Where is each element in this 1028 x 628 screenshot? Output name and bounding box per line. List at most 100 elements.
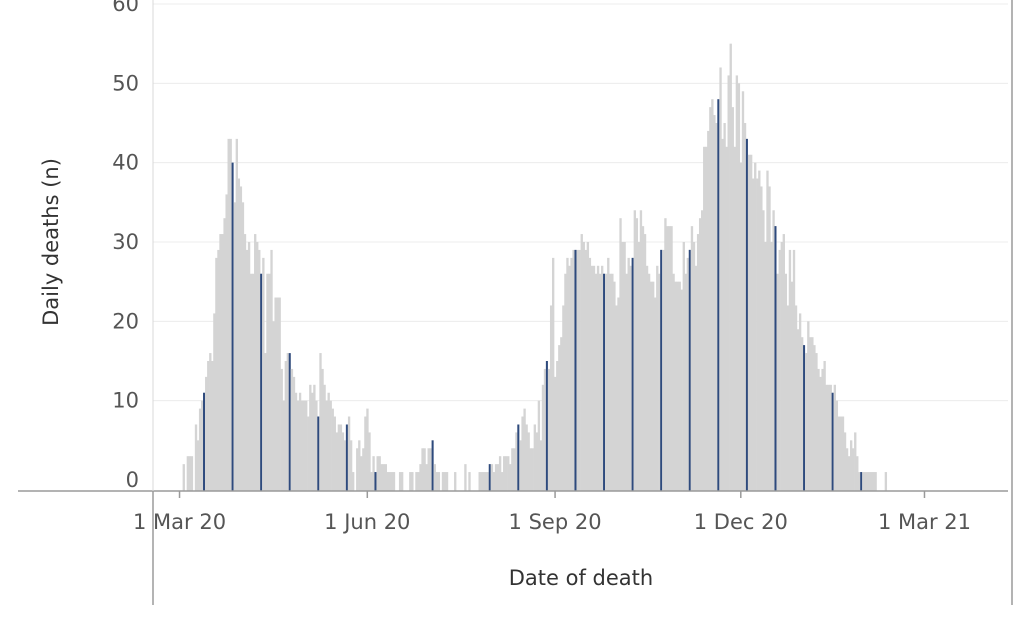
x-ticks: 1 Mar 20 1 Jun 20 1 Sep 20 1 Dec 20 1 Mar 21 [133,491,971,534]
gridlines [153,3,1008,402]
bar [676,281,679,491]
bar [658,273,661,491]
bar [866,472,869,491]
bar [378,456,381,491]
bar [282,400,285,491]
bar [303,400,306,491]
bar [329,400,332,491]
bar [652,281,655,491]
bar [627,257,630,491]
bar [292,376,296,491]
bar [400,472,404,491]
y-tick-label: 20 [112,309,139,333]
bar [323,384,326,491]
x-tick-label: 1 Mar 20 [133,510,226,534]
bar [382,464,385,491]
bar [537,400,541,491]
bar [619,218,622,491]
bar [511,448,514,491]
bar [235,138,238,491]
bar [772,210,775,491]
bar [505,456,508,491]
bar [343,440,347,491]
bar [251,273,255,491]
bar [582,242,585,491]
bar [835,400,839,491]
bar [656,265,659,491]
bar [225,194,228,491]
bar [237,178,241,492]
bar [368,432,371,491]
bar [705,146,708,492]
bar [247,242,251,491]
bar [874,472,877,491]
bar [325,400,328,491]
bar [721,138,724,491]
bar [580,234,583,492]
bar [258,249,261,491]
bar [205,376,208,491]
bar [229,138,232,491]
bar [415,472,418,491]
bar [592,265,596,491]
bar [560,337,563,491]
bar [188,456,192,491]
y-tick-label: 60 [112,0,139,16]
bar [805,353,808,491]
bar [829,384,832,491]
bar [411,472,414,491]
y-tick-label: 40 [112,151,139,175]
bar [311,392,314,491]
bar [388,472,392,491]
bar [849,440,853,491]
bar [762,210,765,491]
bar [298,392,302,491]
bar [694,265,698,491]
bar [239,186,243,491]
bar [507,456,510,491]
bar [709,107,712,491]
bar [245,249,249,491]
bar [249,273,253,491]
bar [294,392,298,491]
bar [276,297,279,491]
bar [351,472,355,491]
bar [629,265,632,491]
bar [521,416,524,491]
bar [798,313,802,491]
bar [686,257,690,491]
bar [727,75,730,492]
bar [639,210,643,491]
bar [680,289,683,491]
bar [207,361,210,491]
bar [443,472,447,491]
bar [186,456,190,491]
bar [645,265,649,491]
bar [764,242,767,491]
bar [739,162,743,491]
bar [366,408,369,491]
bar [358,440,361,491]
bar [515,432,518,491]
bar [427,448,430,491]
bar [823,361,826,491]
bar [339,424,343,491]
bar [296,400,300,491]
bar [596,265,600,491]
bar [307,416,310,491]
bar [868,472,871,491]
bar [264,353,267,491]
bar [858,472,861,491]
bar [572,249,575,491]
bar [270,249,273,491]
bar [529,448,532,491]
bar [243,234,247,492]
bar [554,376,557,491]
bar [539,440,543,491]
y-ticks: 0 10 20 30 40 50 60 [112,0,139,492]
bar [437,472,441,491]
bar [598,273,602,491]
bar [666,226,669,491]
bar [484,472,487,491]
bar [217,249,220,491]
